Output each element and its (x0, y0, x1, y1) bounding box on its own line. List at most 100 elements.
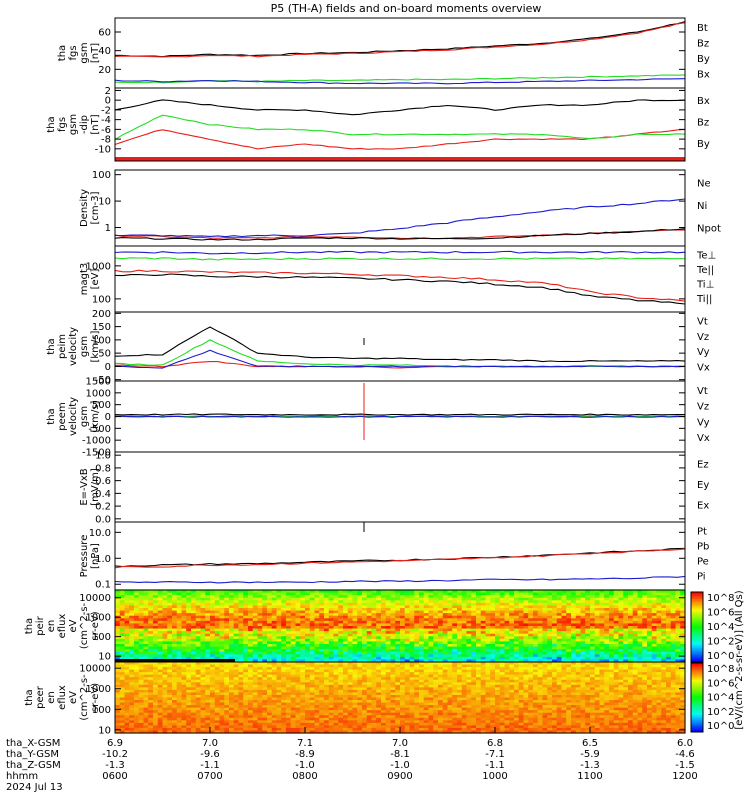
spectrogram-cell (181, 613, 187, 617)
spectrogram-cell (267, 610, 273, 614)
spectrogram-cell (670, 644, 677, 648)
spectrogram-cell (243, 682, 249, 686)
spectrogram-cell (276, 697, 282, 701)
spectrogram-cell (295, 725, 301, 729)
spectrogram-cell (138, 613, 145, 617)
spectrogram-cell (457, 600, 463, 604)
spectrogram-cell (409, 641, 415, 645)
y-axis-label: Density (79, 189, 90, 227)
spectrogram-cell (452, 618, 458, 622)
spectrogram-cell (134, 633, 140, 637)
spectrogram-cell (300, 659, 306, 663)
spectrogram-cell (461, 613, 468, 617)
spectrogram-cell (381, 631, 387, 635)
spectrogram-cell (533, 615, 539, 619)
spectrogram-cell (281, 600, 287, 604)
spectrogram-cell (381, 595, 387, 599)
spectrogram-cell (229, 684, 235, 688)
spectrogram-cell (224, 633, 230, 637)
spectrogram-cell (566, 623, 572, 627)
spectrogram-cell (300, 613, 306, 617)
spectrogram-cell (115, 679, 121, 683)
spectrogram-cell (138, 700, 145, 704)
spectrogram-cell (138, 669, 145, 673)
spectrogram-cell (300, 628, 306, 632)
spectrogram-cell (428, 608, 434, 612)
y-tick-label: 1 (105, 223, 111, 234)
spectrogram-cell (651, 659, 658, 663)
spectrogram-cell (281, 592, 287, 596)
spectrogram-cell (267, 654, 273, 658)
spectrogram-cell (186, 602, 192, 607)
spectrogram-cell (461, 638, 468, 643)
spectrogram-cell (485, 592, 491, 596)
spectrogram-cell (647, 602, 653, 607)
spectrogram-cell (186, 697, 192, 701)
spectrogram-cell (452, 592, 458, 596)
spectrogram-cell (257, 720, 263, 724)
spectrogram-cell (661, 651, 667, 655)
spectrogram-cell (248, 641, 254, 645)
spectrogram-cell (328, 592, 335, 596)
spectrogram-cell (157, 669, 164, 673)
spectrogram-cell (129, 656, 135, 661)
spectrogram-cell (371, 626, 377, 630)
spectrogram-cell (376, 605, 382, 609)
spectrogram-cell (461, 597, 468, 601)
spectrogram-cell (338, 605, 344, 609)
spectrogram-cell (338, 722, 344, 726)
spectrogram-cell (547, 651, 553, 655)
spectrogram-cell (651, 631, 658, 635)
spectrogram-cell (381, 615, 387, 619)
spectrogram-cell (257, 641, 263, 645)
spectrogram-cell (119, 631, 126, 635)
spectrogram-cell (423, 592, 430, 596)
spectrogram-cell (157, 644, 164, 648)
spectrogram-cell (248, 659, 254, 663)
spectrogram-cell (314, 720, 320, 724)
spectrogram-cell (134, 641, 140, 645)
spectrogram-cell (461, 651, 468, 655)
spectrogram-cell (618, 613, 624, 617)
spectrogram-cell (200, 618, 206, 622)
spectrogram-cell (300, 692, 306, 696)
spectrogram-cell (214, 664, 221, 668)
spectrogram-cell (580, 615, 586, 619)
spectrogram-cell (324, 641, 330, 645)
spectrogram-cell (352, 615, 358, 619)
spectrogram-cell (148, 646, 154, 650)
spectrogram-cell (504, 654, 510, 658)
spectrogram-cell (262, 608, 268, 612)
spectrogram-cell (343, 662, 349, 666)
spectrogram-cell (357, 626, 363, 630)
spectrogram-cell (233, 628, 240, 632)
spectrogram-cell (675, 633, 681, 637)
spectrogram-cell (590, 644, 596, 648)
spectrogram-cell (238, 679, 244, 683)
spectrogram-cell (153, 608, 159, 612)
spectrogram-cell (680, 628, 686, 632)
spectrogram-cell (276, 720, 282, 724)
spectrogram-cell (248, 602, 254, 607)
spectrogram-cell (675, 595, 681, 599)
spectrogram-cell (119, 725, 126, 729)
spectrogram-cell (471, 651, 477, 655)
spectrogram-cell (523, 659, 529, 663)
spectrogram-cell (533, 631, 539, 635)
spectrogram-cell (271, 702, 278, 706)
spectrogram-cell (195, 656, 202, 661)
spectrogram-cell (181, 638, 187, 643)
spectrogram-cell (219, 664, 225, 668)
spectrogram-cell (433, 618, 439, 622)
spectrogram-cell (229, 687, 235, 691)
spectrogram-cell (343, 626, 349, 630)
spectrogram-cell (200, 700, 206, 704)
spectrogram-cell (257, 600, 263, 604)
spectrogram-cell (138, 674, 145, 678)
spectrogram-cell (176, 712, 183, 716)
spectrogram-cell (157, 631, 164, 635)
spectrogram-cell (400, 646, 406, 650)
spectrogram-cell (642, 649, 648, 653)
spectrogram-cell (571, 649, 577, 653)
spectrogram-cell (252, 633, 259, 637)
